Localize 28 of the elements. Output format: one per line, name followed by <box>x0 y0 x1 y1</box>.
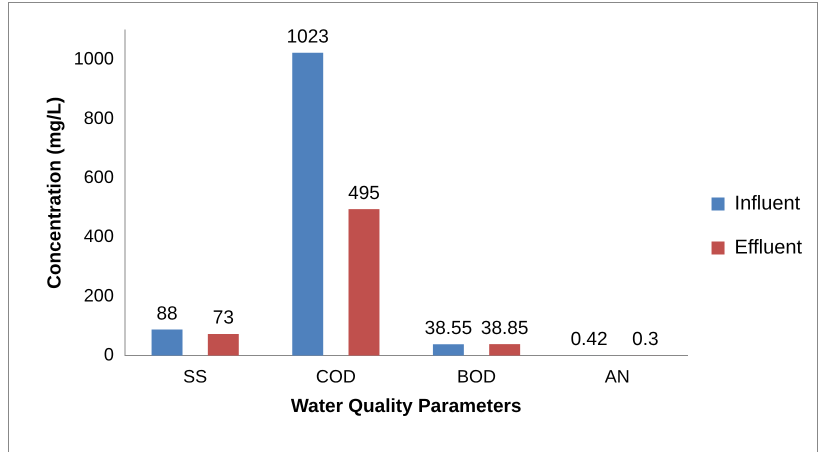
y-axis-title: Concentration (mg/L) <box>44 96 66 289</box>
bar <box>208 334 239 356</box>
bar <box>348 209 380 356</box>
y-tick-label: 600 <box>84 166 114 187</box>
data-label: 0.42 <box>570 329 608 350</box>
legend-label: Influent <box>734 192 801 215</box>
data-label: 495 <box>348 182 380 204</box>
x-tick-label: BOD <box>457 366 496 386</box>
x-tick-label: SS <box>183 366 208 386</box>
data-label: 38.85 <box>480 318 528 339</box>
x-axis-title: Water Quality Parameters <box>290 396 522 417</box>
y-tick-label: 1000 <box>74 48 114 69</box>
y-tick-label: 200 <box>84 285 114 306</box>
bar <box>432 344 464 356</box>
bar <box>489 344 520 356</box>
x-tick-label: COD <box>316 366 356 386</box>
data-label: 73 <box>212 308 234 329</box>
bar <box>292 52 324 356</box>
data-label: 38.55 <box>424 318 472 339</box>
y-tick-label: 0 <box>104 344 114 365</box>
bar <box>152 330 183 356</box>
y-tick-label: 400 <box>84 226 114 246</box>
data-label: 1023 <box>286 26 329 48</box>
data-label: 0.3 <box>632 329 659 350</box>
data-label: 88 <box>156 303 178 324</box>
x-tick-label: AN <box>604 366 630 386</box>
y-tick-label: 800 <box>84 108 114 128</box>
legend-label: Effluent <box>734 236 802 259</box>
